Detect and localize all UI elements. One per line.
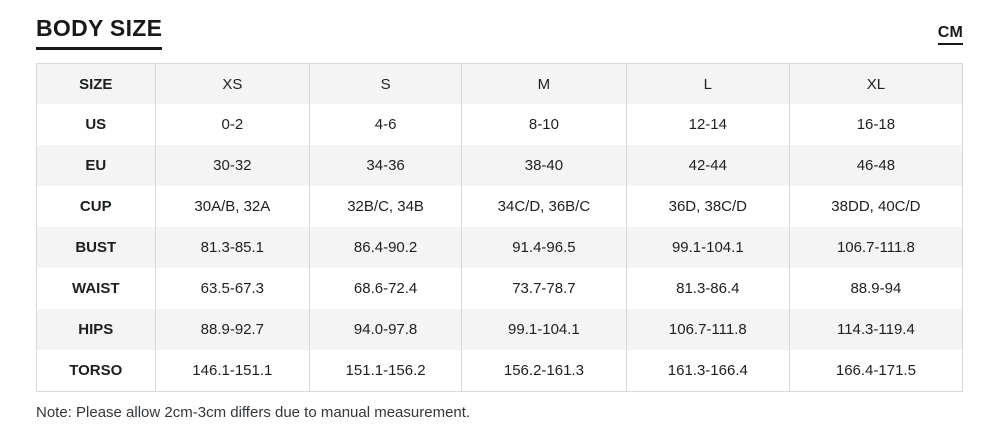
row-label-bust: BUST	[75, 239, 117, 257]
section-header: BODY SIZE CM	[36, 14, 963, 50]
header-cell-l: L	[625, 63, 790, 105]
header-cell-xl: XL	[788, 63, 963, 105]
table-row-us: US 0-2 4-6 8-10 12-14 16-18	[37, 104, 963, 146]
cell-us-xl: 16-18	[788, 104, 963, 146]
header-cell-xs: XS	[154, 63, 310, 105]
cell-cup-xl: 38DD, 40C/D	[788, 186, 963, 228]
cell-cup-m: 34C/D, 36B/C	[461, 186, 627, 228]
cell-torso-xl: 166.4-171.5	[788, 350, 963, 392]
table-row-torso: TORSO 146.1-151.1 151.1-156.2 156.2-161.…	[37, 350, 963, 392]
table-row-bust: BUST 81.3-85.1 86.4-90.2 91.4-96.5 99.1-…	[36, 227, 963, 269]
table-row-waist: WAIST 63.5-67.3 68.6-72.4 73.7-78.7 81.3…	[37, 268, 963, 310]
cell-bust-xl: 106.7-111.8	[788, 227, 963, 269]
cell-waist-xl: 88.9-94	[788, 268, 963, 310]
header-cell-s: S	[309, 63, 462, 105]
cell-bust-m: 91.4-96.5	[461, 227, 627, 269]
unit-toggle-cm[interactable]: CM	[937, 24, 963, 45]
cell-hips-s: 94.0-97.8	[309, 309, 462, 351]
header-cell-m: M	[461, 63, 627, 105]
cell-cup-xs: 30A/B, 32A	[154, 186, 310, 228]
page-title: BODY SIZE	[36, 14, 163, 50]
row-label-eu: EU	[85, 157, 107, 175]
cell-us-xs: 0-2	[154, 104, 310, 146]
cell-eu-xs: 30-32	[154, 145, 310, 187]
cell-torso-xs: 146.1-151.1	[154, 350, 310, 392]
cell-eu-m: 38-40	[461, 145, 627, 187]
cell-hips-xl: 114.3-119.4	[788, 309, 963, 351]
cell-bust-s: 86.4-90.2	[309, 227, 462, 269]
cell-torso-m: 156.2-161.3	[461, 350, 627, 392]
cell-torso-s: 151.1-156.2	[309, 350, 462, 392]
cell-eu-xl: 46-48	[788, 145, 963, 187]
row-label-cup: CUP	[79, 198, 112, 216]
cell-eu-s: 34-36	[309, 145, 462, 187]
cell-torso-l: 161.3-166.4	[625, 350, 790, 392]
cell-eu-l: 42-44	[625, 145, 790, 187]
row-label-waist: WAIST	[72, 280, 120, 298]
cell-cup-l: 36D, 38C/D	[625, 186, 790, 228]
cell-waist-l: 81.3-86.4	[625, 268, 790, 310]
table-header-row: SIZE XS S M L XL	[36, 63, 963, 105]
cell-hips-l: 106.7-111.8	[625, 309, 790, 351]
cell-hips-m: 99.1-104.1	[461, 309, 627, 351]
table-row-cup: CUP 30A/B, 32A 32B/C, 34B 34C/D, 36B/C 3…	[37, 186, 963, 228]
cell-waist-xs: 63.5-67.3	[154, 268, 310, 310]
cell-us-m: 8-10	[461, 104, 627, 146]
table-row-eu: EU 30-32 34-36 38-40 42-44 46-48	[36, 145, 963, 187]
header-cell-size: SIZE	[79, 75, 113, 93]
size-table: SIZE XS S M L XL US 0-2 4-6 8-10 12-14 1…	[36, 62, 963, 392]
cell-waist-m: 73.7-78.7	[461, 268, 627, 310]
size-chart-section: BODY SIZE CM SIZE XS S M L XL US 0-2	[36, 14, 963, 421]
table-row-hips: HIPS 88.9-92.7 94.0-97.8 99.1-104.1 106.…	[36, 309, 963, 351]
row-label-hips: HIPS	[78, 321, 114, 339]
cell-us-l: 12-14	[625, 104, 790, 146]
cell-bust-l: 99.1-104.1	[625, 227, 790, 269]
cell-cup-s: 32B/C, 34B	[309, 186, 462, 228]
cell-us-s: 4-6	[309, 104, 462, 146]
row-label-us: US	[85, 116, 107, 134]
cell-hips-xs: 88.9-92.7	[154, 309, 310, 351]
cell-waist-s: 68.6-72.4	[309, 268, 462, 310]
measurement-note: Note: Please allow 2cm-3cm differs due t…	[36, 403, 471, 421]
cell-bust-xs: 81.3-85.1	[154, 227, 310, 269]
row-label-torso: TORSO	[69, 362, 123, 379]
